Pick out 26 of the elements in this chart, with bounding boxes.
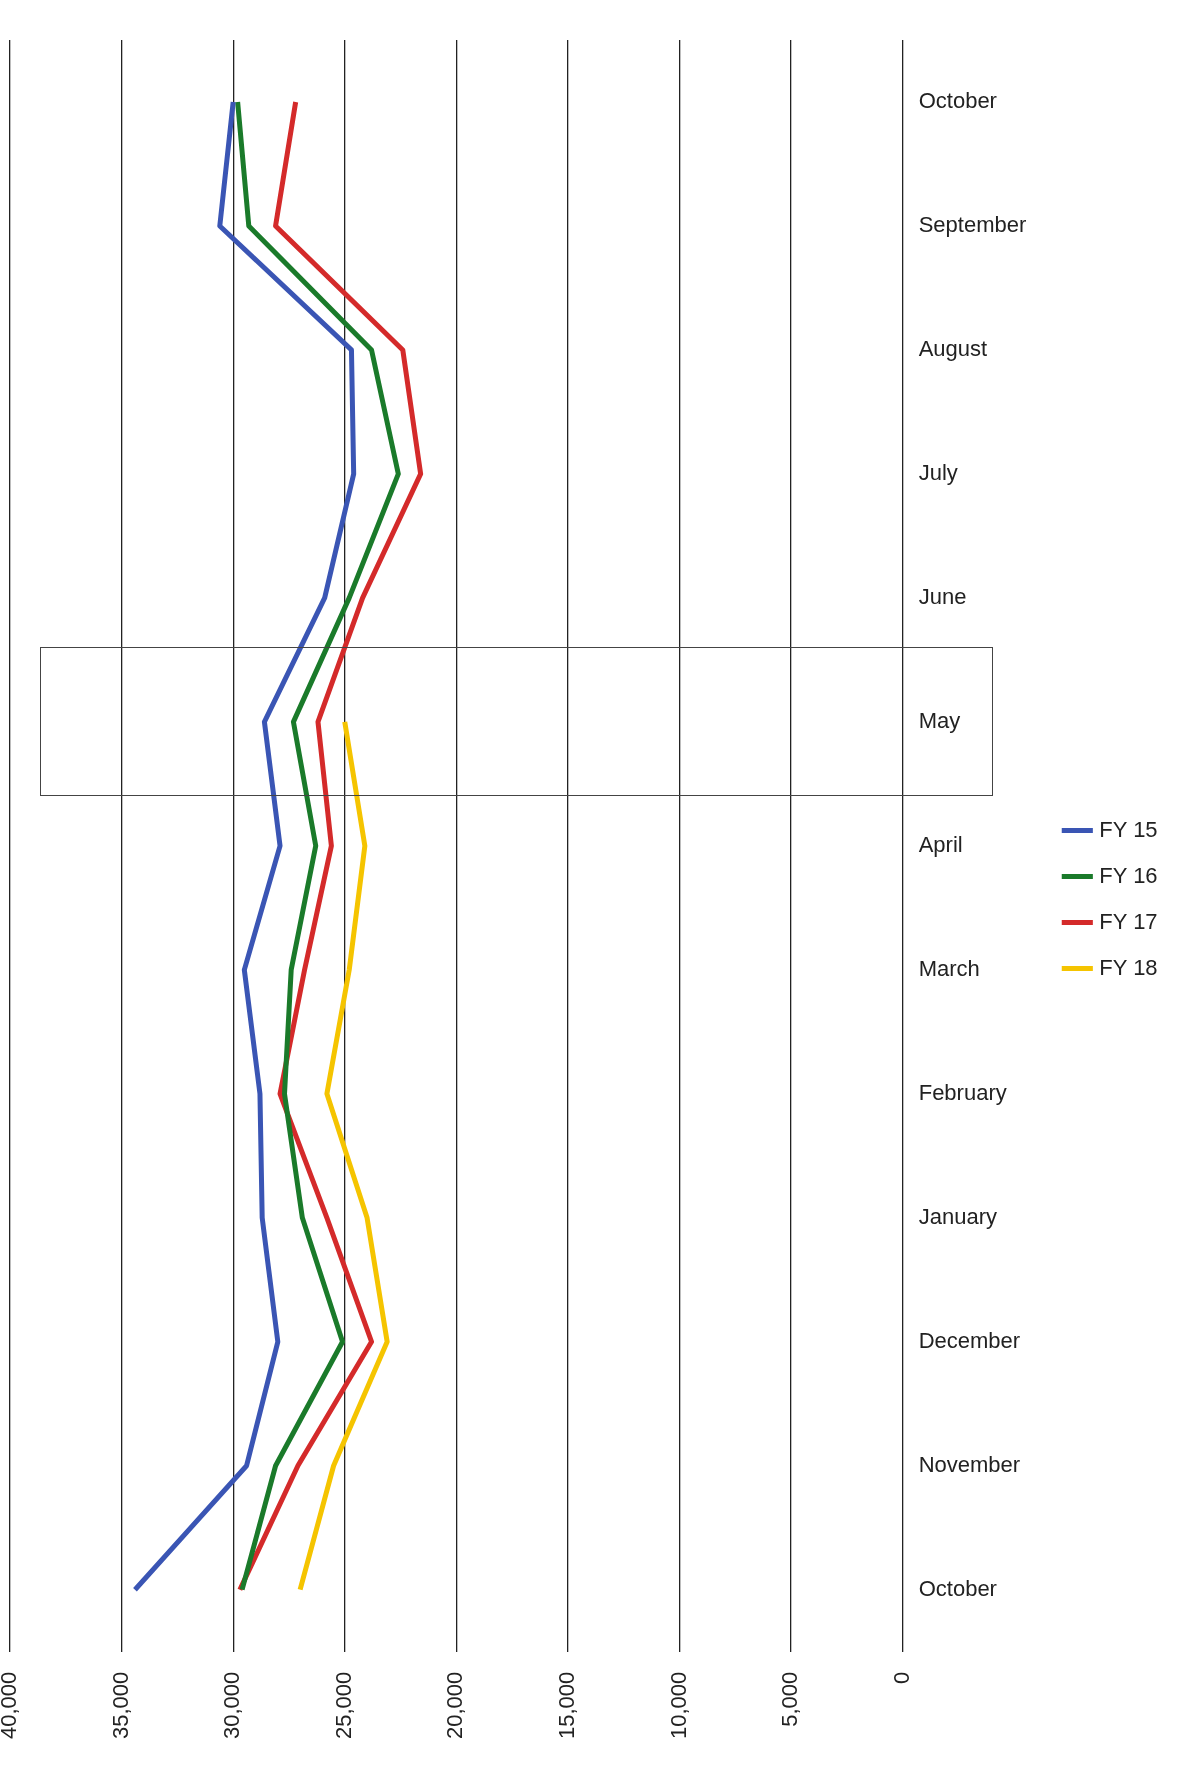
x-tick-label: 25,000 [330, 1671, 356, 1740]
x-tick-label: 20,000 [442, 1671, 468, 1740]
y-tick-label: April [918, 831, 963, 857]
y-tick-label: September [918, 212, 1027, 238]
y-tick-label: July [918, 459, 958, 485]
legend-label: FY 16 [1099, 862, 1158, 888]
y-tick-label: June [918, 583, 967, 609]
x-tick-label: 40,000 [0, 1671, 22, 1740]
y-tick-label: March [918, 955, 980, 981]
y-tick-label: August [918, 336, 988, 362]
y-tick-label: January [918, 1203, 997, 1229]
y-tick-label: December [918, 1327, 1021, 1353]
x-tick-label: 10,000 [665, 1671, 691, 1740]
y-tick-label: November [918, 1451, 1021, 1477]
x-tick-label: 35,000 [107, 1671, 133, 1740]
y-tick-label: February [918, 1079, 1007, 1105]
x-tick-label: 15,000 [553, 1671, 579, 1740]
y-tick-label: October [918, 1575, 997, 1601]
x-tick-label: 0 [888, 1671, 914, 1684]
x-tick-label: 30,000 [219, 1671, 245, 1740]
y-tick-label: May [918, 707, 961, 733]
legend-label: FY 17 [1099, 908, 1158, 934]
x-tick-label: 5,000 [777, 1671, 803, 1727]
legend-label: FY 15 [1099, 816, 1158, 842]
legend-label: FY 18 [1099, 954, 1158, 980]
y-tick-label: October [918, 88, 997, 114]
